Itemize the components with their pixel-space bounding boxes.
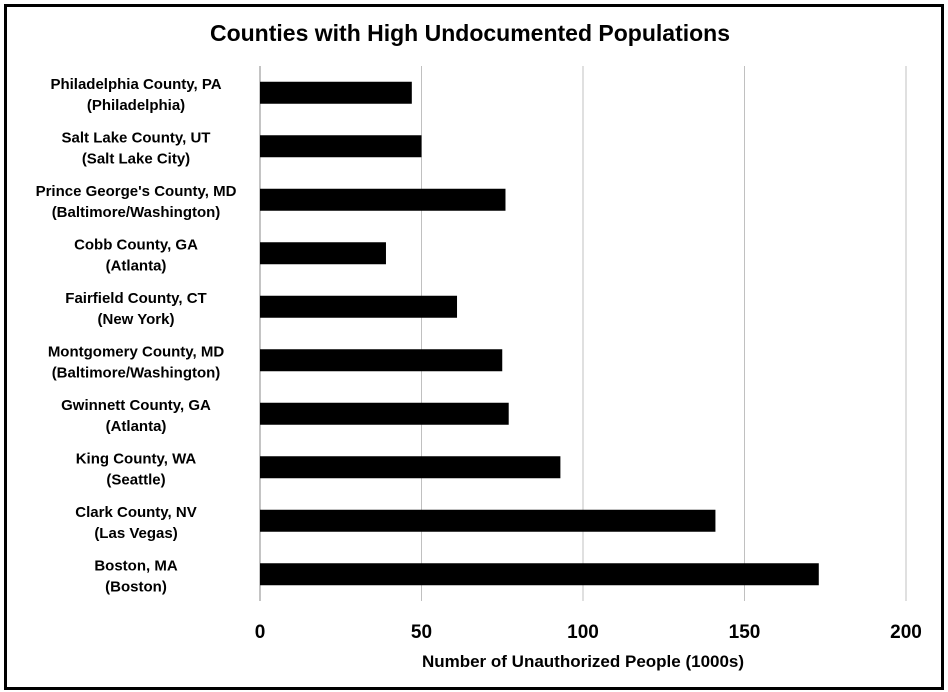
- category-label-line2: (Philadelphia): [87, 97, 185, 114]
- category-label-line1: Cobb County, GA: [74, 236, 198, 253]
- bar-8: [260, 509, 716, 532]
- category-label-line2: (Boston): [105, 578, 167, 595]
- x-tick-label: 150: [729, 622, 761, 643]
- category-label-line2: (Salt Lake City): [82, 150, 190, 167]
- category-label-line2: (Atlanta): [106, 257, 167, 274]
- x-tick-label: 200: [890, 622, 922, 643]
- bar-9: [260, 563, 819, 586]
- category-label-line1: Clark County, NV: [75, 504, 196, 521]
- x-tick-label: 100: [567, 622, 599, 643]
- x-tick-label: 50: [411, 622, 432, 643]
- bar-3: [260, 242, 386, 265]
- category-label-line1: Gwinnett County, GA: [61, 397, 211, 414]
- category-label-line1: King County, WA: [76, 450, 197, 467]
- category-label-line1: Fairfield County, CT: [65, 290, 206, 307]
- category-label-line2: (Baltimore/Washington): [52, 364, 221, 381]
- bar-5: [260, 349, 503, 372]
- bar-1: [260, 135, 422, 158]
- category-label-line2: (Atlanta): [106, 418, 167, 435]
- category-label-line2: (New York): [98, 311, 175, 328]
- category-label-line2: (Las Vegas): [94, 525, 177, 542]
- x-axis-label: Number of Unauthorized People (1000s): [422, 652, 744, 671]
- bar-0: [260, 81, 412, 104]
- category-label-line1: Prince George's County, MD: [36, 183, 237, 200]
- bar-6: [260, 402, 509, 425]
- category-label-line1: Boston, MA: [94, 557, 177, 574]
- bar-4: [260, 295, 458, 318]
- chart-title: Counties with High Undocumented Populati…: [209, 20, 731, 46]
- category-label-line2: (Baltimore/Washington): [52, 204, 221, 221]
- x-tick-label: 0: [255, 622, 266, 643]
- category-label-line1: Philadelphia County, PA: [50, 76, 221, 93]
- category-label-line1: Montgomery County, MD: [48, 343, 225, 360]
- bar-7: [260, 456, 561, 479]
- category-label-line2: (Seattle): [106, 471, 165, 488]
- category-label-line1: Salt Lake County, UT: [62, 129, 211, 146]
- bar-2: [260, 188, 506, 211]
